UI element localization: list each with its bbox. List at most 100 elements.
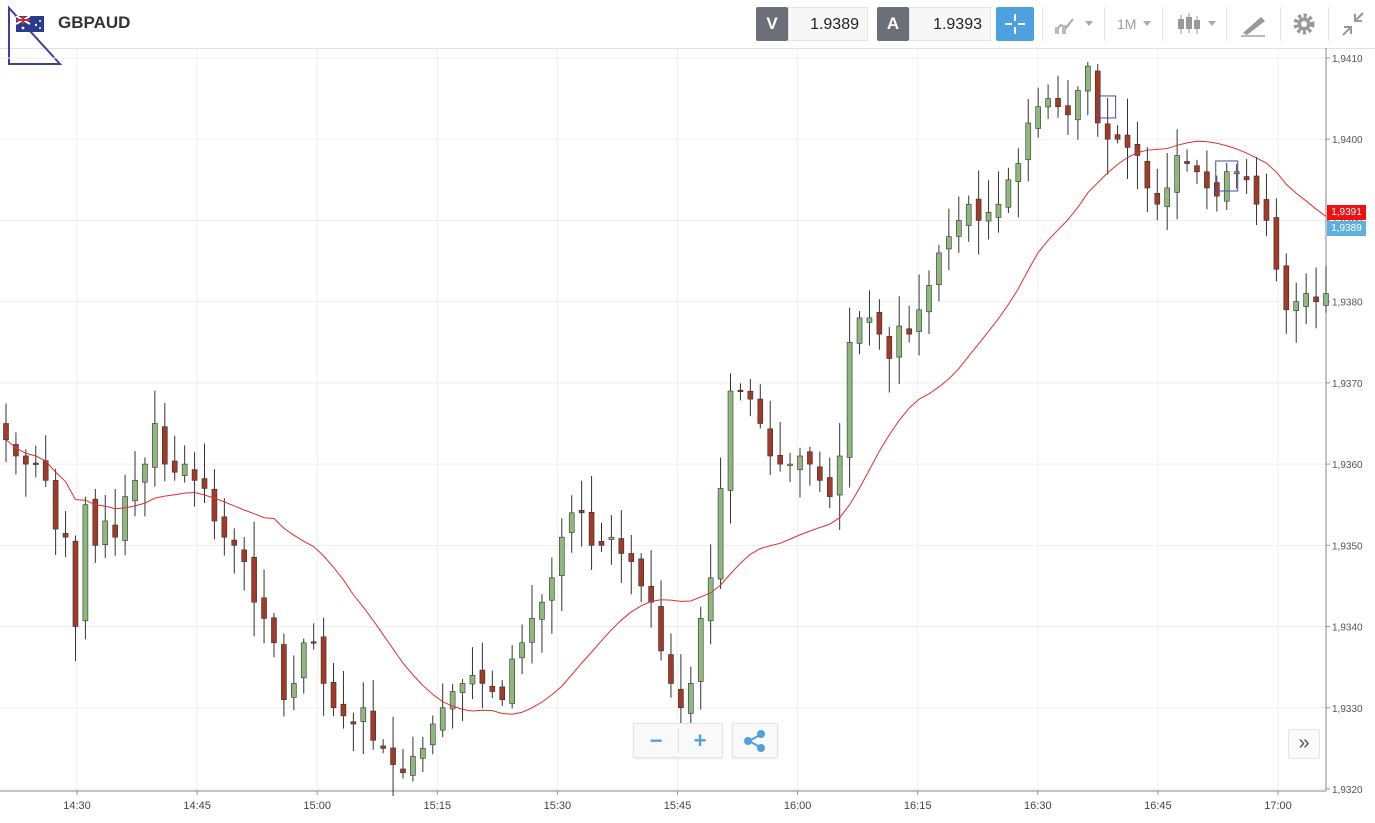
timeframe-select[interactable]: 1M — [1104, 7, 1162, 41]
x-tick-label: 16:45 — [1144, 800, 1172, 812]
candle-body — [261, 597, 267, 619]
candle-body — [310, 641, 317, 644]
candle-body — [568, 512, 575, 533]
candle-body — [658, 606, 664, 652]
y-tick-label: 1,9400 — [1332, 135, 1363, 146]
candle-body — [846, 341, 853, 458]
fullscreen-icon — [1342, 12, 1364, 36]
candles-icon — [1178, 13, 1216, 34]
candle-body — [459, 683, 466, 693]
zoom-out-button[interactable]: − — [649, 728, 663, 753]
candle-body — [489, 685, 496, 692]
candle-body — [211, 488, 218, 522]
candle-body — [529, 618, 535, 643]
x-tick-label: 14:45 — [183, 800, 211, 812]
buy-label[interactable]: A — [877, 7, 909, 41]
marker-box — [1215, 160, 1239, 192]
chart-type-button[interactable] — [1042, 7, 1104, 41]
candle-body — [380, 745, 386, 749]
x-tick-label: 15:45 — [664, 800, 692, 812]
candle-body — [1154, 192, 1161, 205]
corner-marker-icon — [8, 5, 62, 65]
candle-body — [598, 541, 605, 546]
crosshair-button[interactable] — [996, 7, 1034, 41]
settings-button[interactable] — [1280, 7, 1328, 41]
instrument-symbol[interactable]: GBPAUD — [58, 13, 131, 32]
fullscreen-button[interactable] — [1328, 7, 1374, 41]
candle-body — [1075, 90, 1081, 121]
candle-body — [32, 462, 39, 465]
candle-body — [1214, 182, 1220, 197]
candle-body — [638, 558, 644, 587]
candle-body — [251, 556, 257, 603]
moving-average-line — [5, 140, 1327, 715]
candle-body — [1223, 171, 1230, 202]
flag-icon — [16, 16, 44, 32]
candle-body — [1104, 123, 1111, 140]
candle-body — [648, 586, 654, 603]
candle-body — [390, 747, 396, 765]
candle-body — [82, 504, 89, 622]
candle-body — [1114, 134, 1121, 140]
candle-body — [52, 480, 59, 530]
candle-body — [161, 426, 168, 465]
candle-body — [340, 703, 347, 717]
candle-body — [757, 398, 764, 424]
candle-body — [1313, 296, 1319, 302]
x-tick-label: 15:30 — [544, 800, 572, 812]
candle-body — [479, 669, 486, 684]
candle-body — [668, 654, 674, 684]
candle-body — [201, 478, 208, 489]
candle-body — [181, 463, 188, 476]
candle-body — [787, 463, 793, 466]
y-tick-label: 1,9360 — [1332, 460, 1363, 471]
candle-body — [1323, 293, 1329, 306]
share-button[interactable] — [732, 723, 778, 758]
candle-body — [1293, 301, 1300, 311]
y-tick-label: 1,9340 — [1332, 623, 1363, 634]
candle-body — [92, 498, 99, 546]
candle-body — [191, 469, 198, 481]
candles-button[interactable] — [1162, 7, 1226, 41]
candle-body — [1273, 217, 1280, 270]
candle-body — [370, 710, 377, 741]
scroll-to-latest-button[interactable]: » — [1288, 729, 1320, 759]
price-chart[interactable]: 1,94101,94001,93901,93801,93701,93601,93… — [0, 48, 1375, 823]
candle-body — [1233, 171, 1240, 175]
candle-body — [906, 328, 912, 335]
candle-body — [330, 682, 337, 709]
y-tick-label: 1,9330 — [1332, 704, 1363, 715]
candle-body — [618, 538, 625, 554]
candle-body — [1164, 187, 1171, 207]
buy-price[interactable]: 1.9393 — [909, 7, 991, 41]
candle-body — [628, 553, 635, 562]
candle-body — [558, 536, 565, 576]
x-tick-label: 17:00 — [1264, 800, 1292, 812]
candle-body — [916, 309, 922, 332]
candle-body — [23, 455, 29, 465]
candle-body — [886, 336, 893, 359]
candle-body — [826, 477, 833, 497]
candle-body — [539, 601, 545, 620]
y-tick-label: 1,9410 — [1332, 54, 1363, 65]
sell-label[interactable]: V — [756, 7, 788, 41]
candle-body — [936, 252, 942, 285]
candle-body — [1303, 293, 1309, 307]
candle-body — [102, 520, 109, 546]
draw-button[interactable] — [1226, 7, 1280, 41]
sell-price[interactable]: 1.9389 — [788, 7, 868, 41]
candle-body — [1035, 106, 1041, 129]
candle-body — [946, 236, 952, 250]
y-tick-label: 1,9380 — [1332, 298, 1363, 309]
candle-body — [717, 488, 724, 580]
candle-body — [1243, 176, 1250, 181]
candle-body — [420, 748, 426, 759]
candle-body — [697, 618, 704, 682]
timeframe-label: 1M — [1117, 16, 1137, 32]
candle-body — [410, 756, 416, 776]
candle-body — [350, 721, 357, 725]
zoom-in-button[interactable]: + — [693, 728, 707, 753]
candle-body — [737, 389, 744, 392]
candle-body — [747, 390, 754, 400]
